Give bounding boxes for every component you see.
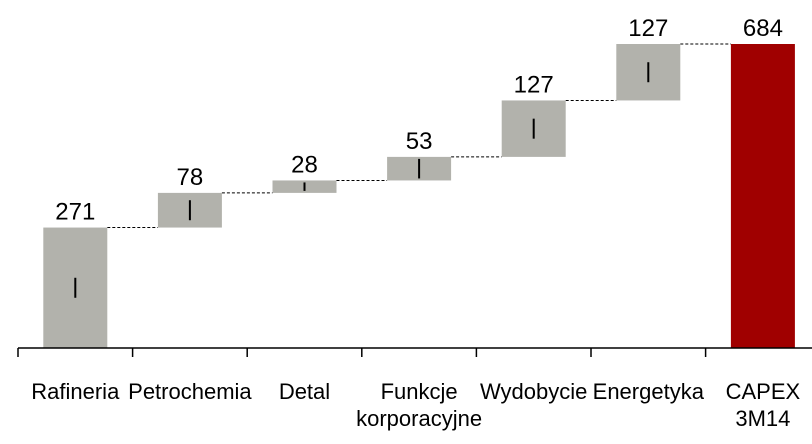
x-tick-label: Wydobycie — [480, 379, 587, 404]
data-label: 271 — [55, 199, 95, 226]
data-label: 127 — [514, 71, 554, 98]
x-tick-label: Energetyka — [593, 379, 705, 404]
x-tick-label: Detal — [279, 379, 330, 404]
data-label: 28 — [291, 151, 318, 178]
x-tick-label: Funkcje — [381, 379, 458, 404]
data-label: 127 — [628, 15, 668, 42]
data-label: 78 — [177, 164, 204, 191]
x-tick-label: Rafineria — [31, 379, 120, 404]
total-bar — [730, 44, 795, 348]
data-label: 53 — [406, 128, 433, 155]
x-tick-label: CAPEX — [726, 379, 801, 404]
x-tick-label: Petrochemia — [128, 379, 252, 404]
x-tick-label: 3M14 — [735, 406, 790, 431]
x-tick-label: korporacyjne — [356, 406, 482, 431]
data-label: 684 — [743, 15, 783, 42]
